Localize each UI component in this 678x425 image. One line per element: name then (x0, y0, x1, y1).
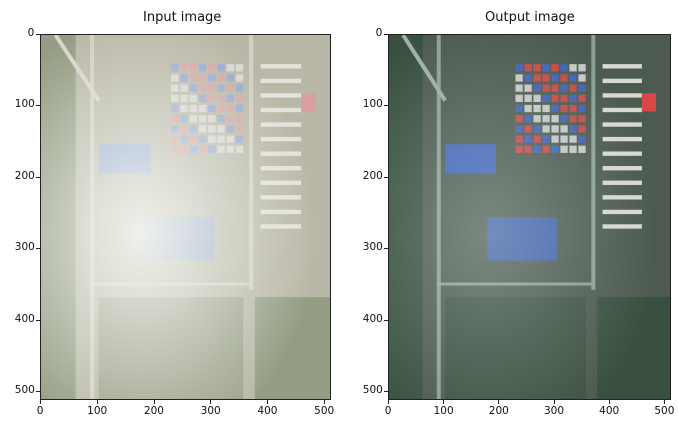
input-ytick-label: 0 (27, 27, 35, 39)
output-xtick-mark (388, 400, 389, 404)
output-xtick-label: 400 (599, 405, 620, 417)
output-ytick-mark (384, 319, 388, 321)
output-xtick-mark (443, 400, 445, 404)
input-xtick-mark (153, 400, 155, 404)
input-xtick-label: 300 (200, 405, 221, 417)
output-ytick-label: 100 (362, 98, 383, 111)
output-ytick-mark (384, 105, 388, 107)
output-xtick-label: 200 (488, 405, 509, 417)
output-ytick-mark (384, 248, 388, 250)
output-ytick-mark (384, 176, 388, 178)
input-xtick-label: 100 (87, 405, 108, 417)
output-xtick-mark (663, 400, 665, 404)
input-ytick-mark (36, 34, 40, 35)
output-ytick-label: 500 (362, 384, 383, 397)
output-xtick-label: 0 (384, 405, 392, 417)
input-image-title: Input image (143, 10, 222, 25)
input-xtick-mark (267, 400, 268, 404)
input-ytick-mark (36, 105, 40, 107)
input-xtick-label: 200 (143, 405, 164, 417)
output-image-plot (388, 34, 671, 400)
output-xtick-label: 500 (654, 405, 675, 417)
input-ytick-label: 300 (14, 241, 35, 254)
output-image (389, 35, 670, 399)
input-ytick-label: 100 (14, 98, 35, 111)
input-xtick-label: 500 (314, 405, 335, 417)
input-image (41, 35, 330, 399)
input-ytick-mark (36, 319, 40, 321)
input-xtick-mark (323, 400, 325, 404)
output-xtick-mark (608, 400, 610, 404)
input-xtick-mark (96, 400, 98, 404)
input-ytick-mark (36, 176, 40, 178)
input-ytick-label: 500 (14, 384, 35, 397)
output-ytick-label: 300 (362, 241, 383, 254)
output-xtick-label: 300 (543, 405, 564, 417)
output-ytick-label: 400 (362, 312, 383, 325)
output-ytick-mark (384, 391, 388, 393)
input-ytick-mark (36, 248, 40, 250)
output-xtick-label: 100 (433, 405, 454, 417)
output-ytick-mark (384, 34, 388, 35)
input-xtick-mark (210, 400, 212, 404)
output-xtick-mark (553, 400, 555, 404)
haze-overlay (389, 35, 670, 399)
output-image-title: Output image (485, 10, 575, 25)
input-ytick-mark (36, 391, 40, 393)
input-xtick-label: 400 (257, 405, 278, 417)
output-ytick-label: 200 (362, 169, 383, 182)
output-ytick-label: 0 (375, 27, 383, 39)
input-image-plot (40, 34, 331, 400)
input-ytick-label: 200 (14, 169, 35, 182)
input-xtick-mark (40, 400, 41, 404)
haze-overlay (41, 35, 330, 399)
output-xtick-mark (498, 400, 500, 404)
input-ytick-label: 400 (14, 312, 35, 325)
input-xtick-label: 0 (36, 405, 44, 417)
